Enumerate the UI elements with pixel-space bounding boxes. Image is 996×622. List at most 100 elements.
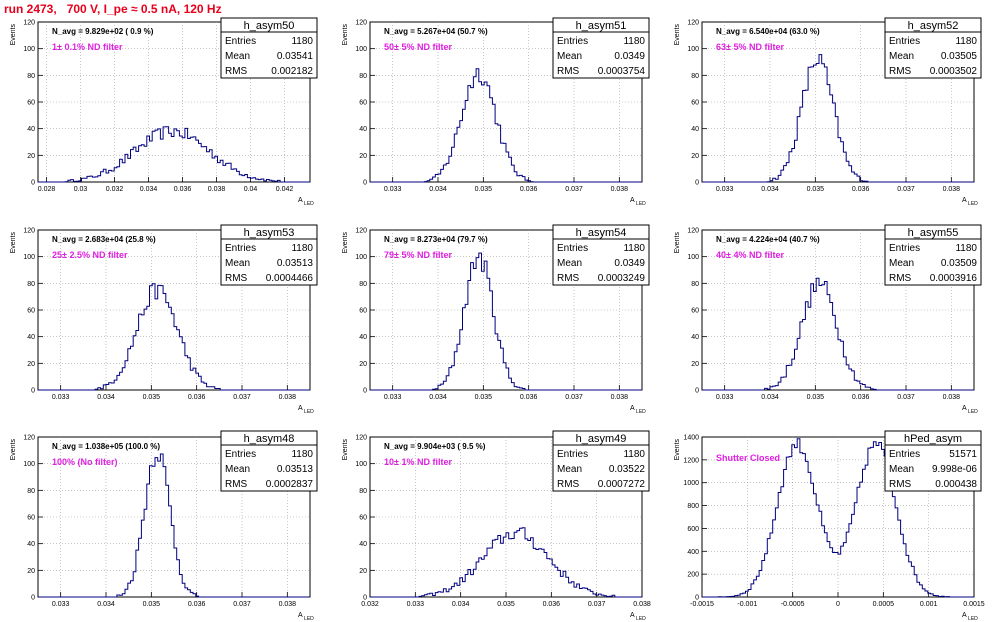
histogram-h_asym49	[370, 527, 642, 598]
stats-entries-label: Entries	[889, 36, 920, 47]
y-axis-title: Events	[10, 232, 17, 254]
y-tick-label: 120	[23, 435, 35, 442]
y-tick-label: 120	[687, 228, 699, 235]
x-tick-label: 0.037	[233, 394, 251, 401]
y-tick-label: 20	[359, 361, 367, 368]
stats-mean-label: Mean	[889, 51, 914, 62]
stats-mean-label: Mean	[557, 464, 582, 475]
stats-rms-value: 0.0003249	[598, 273, 646, 284]
stats-box	[552, 430, 650, 492]
stats-rms-value: 0.000438	[935, 479, 977, 490]
stats-entries-label: Entries	[225, 36, 256, 47]
x-axis-subscript: LED	[303, 616, 315, 622]
histogram-h_asym55	[702, 277, 974, 391]
stats-entries-value: 1180	[623, 449, 645, 460]
stats-box	[884, 430, 982, 492]
stats-mean-label: Mean	[889, 464, 914, 475]
stats-entries-value: 1180	[291, 449, 313, 460]
stats-rms-value: 0.0003502	[930, 66, 978, 77]
stats-entries-value: 1180	[291, 36, 313, 47]
x-tick-label: 0.038	[279, 601, 297, 608]
x-tick-label: 0.038	[633, 601, 651, 608]
x-tick-label: 0.034	[97, 601, 115, 608]
x-tick-label: 0.033	[384, 394, 402, 401]
x-tick-label: 0.036	[543, 601, 561, 608]
y-axis-title: Events	[674, 439, 681, 461]
y-tick-label: 0	[363, 388, 367, 395]
x-tick-label: 0.028	[38, 186, 56, 193]
y-tick-label: 60	[691, 100, 699, 107]
plot-h_asym55: 0.033 0.034 0.035 0.036 0.037 0.038 0 20 40 60 80 1…	[674, 224, 982, 415]
n-avg-label: N_avg = 4.224e+04 (40.7 %)	[716, 235, 820, 244]
filter-label: 63± 5% ND filter	[716, 42, 784, 52]
y-tick-label: 100	[687, 254, 699, 261]
y-tick-label: 20	[691, 153, 699, 160]
y-tick-label: 100	[23, 254, 35, 261]
x-axis-title: A LED	[962, 197, 978, 207]
stats-box	[220, 17, 318, 79]
stats-title: h_asym54	[576, 227, 627, 239]
y-tick-label: 200	[687, 572, 699, 579]
stats-entries-label: Entries	[225, 449, 256, 460]
x-tick-label: 0.037	[565, 186, 583, 193]
y-tick-label: 20	[27, 153, 35, 160]
stats-rms-label: RMS	[557, 273, 580, 284]
y-tick-label: 20	[691, 361, 699, 368]
x-tick-label: 0.033	[407, 601, 425, 608]
y-tick-label: 60	[27, 308, 35, 315]
x-tick-label: 0.034	[761, 394, 779, 401]
histogram-h_asym52	[702, 54, 974, 183]
plot-h_asym53: 0.033 0.034 0.035 0.036 0.037 0.038 0 20 40 60 80 1…	[10, 224, 318, 415]
x-tick-label: 0.035	[143, 601, 161, 608]
stats-mean-value: 0.03505	[941, 51, 978, 62]
x-tick-label: 0.038	[943, 186, 961, 193]
x-tick-label: 0.035	[143, 394, 161, 401]
y-tick-label: 0	[695, 595, 699, 602]
x-tick-label: 0.035	[807, 186, 825, 193]
n-avg-label: N_avg = 6.540e+04 (63.0 %)	[716, 27, 820, 36]
y-tick-label: 120	[687, 20, 699, 27]
filter-label: 10± 1% ND filter	[384, 457, 452, 467]
x-tick-label: 0.037	[565, 394, 583, 401]
stats-title: h_asym48	[244, 433, 295, 445]
x-tick-label: 0	[836, 601, 840, 608]
y-tick-label: 400	[687, 549, 699, 556]
stats-entries-value: 1180	[291, 243, 313, 254]
y-tick-label: 80	[27, 73, 35, 80]
y-tick-label: 120	[355, 20, 367, 27]
filter-label: Shutter Closed	[716, 453, 780, 463]
x-tick-label: 0.042	[276, 186, 294, 193]
stats-rms-label: RMS	[889, 66, 912, 77]
stats-box	[884, 224, 982, 286]
y-tick-label: 80	[359, 488, 367, 495]
stats-entries-label: Entries	[889, 449, 920, 460]
stats-entries-value: 1180	[623, 243, 645, 254]
x-tick-label: 0.037	[588, 601, 606, 608]
x-tick-label: 0.033	[716, 186, 734, 193]
x-tick-label: 0.0015	[963, 601, 985, 608]
x-tick-label: 0.036	[852, 186, 870, 193]
stats-rms-value: 0.0007272	[598, 479, 646, 490]
y-tick-label: 80	[27, 488, 35, 495]
y-tick-label: 100	[355, 461, 367, 468]
x-tick-label: 0.036	[852, 394, 870, 401]
y-tick-label: 40	[27, 126, 35, 133]
stats-mean-value: 0.03509	[941, 258, 978, 269]
stats-box	[552, 224, 650, 286]
x-tick-label: 0.038	[279, 394, 297, 401]
stats-rms-value: 0.0004466	[266, 273, 314, 284]
y-tick-label: 800	[687, 503, 699, 510]
x-tick-label: 0.038	[943, 394, 961, 401]
x-tick-label: 0.037	[233, 601, 251, 608]
stats-rms-value: 0.0002837	[266, 479, 314, 490]
y-tick-label: 120	[23, 228, 35, 235]
x-tick-label: 0.038	[611, 186, 629, 193]
histogram-h_asym53	[38, 283, 310, 391]
stats-mean-value: 0.03522	[609, 464, 646, 475]
y-tick-label: 60	[359, 100, 367, 107]
x-tick-label: 0.033	[52, 394, 70, 401]
stats-mean-label: Mean	[557, 258, 582, 269]
y-tick-label: 60	[27, 515, 35, 522]
stats-rms-label: RMS	[889, 273, 912, 284]
y-tick-label: 40	[27, 334, 35, 341]
